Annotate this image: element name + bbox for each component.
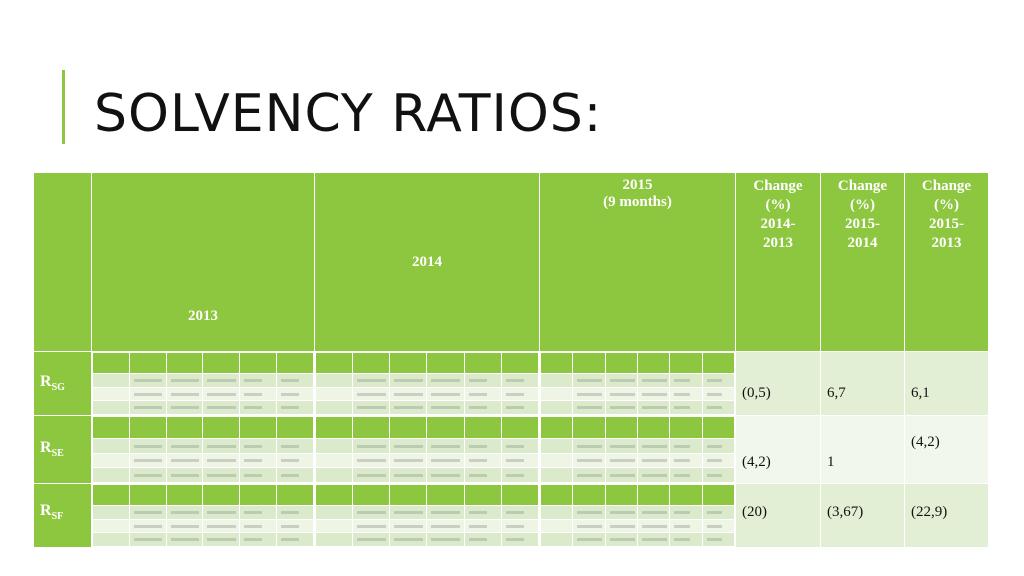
rsg-change-2015-2014: 6,7 <box>820 351 905 416</box>
rse-change-2014-2013: (4,2) <box>735 415 821 484</box>
header-2015-year: 2015 <box>622 177 653 193</box>
solvency-ratios-table: 2013 2014 2015 (9 months) Change (%) 201… <box>33 172 989 548</box>
embedded-table-2015 <box>539 483 736 548</box>
title-accent-bar <box>62 70 65 144</box>
embedded-table-2014 <box>314 415 540 484</box>
header-2013: 2013 <box>91 172 315 352</box>
table-row: RSE (4,2) 1 (4,2) <box>33 415 989 484</box>
row-label-rsf: RSF <box>33 483 92 548</box>
embedded-table-2015 <box>539 415 736 484</box>
header-row: 2013 2014 2015 (9 months) Change (%) 201… <box>33 172 989 352</box>
header-change-2015-2013: Change (%) 2015- 2013 <box>904 172 989 352</box>
header-2014: 2014 <box>314 172 540 352</box>
embedded-table-2014 <box>314 351 540 416</box>
table-row: RSG (0,5) 6,7 6,1 <box>33 351 989 416</box>
embedded-table-2013 <box>91 351 315 416</box>
rsg-change-2015-2013: 6,1 <box>904 351 989 416</box>
rsf-change-2015-2013: (22,9) <box>904 483 989 548</box>
rse-change-2015-2013: (4,2) <box>904 415 989 484</box>
header-2015-note: (9 months) <box>603 194 672 210</box>
header-2015: 2015 (9 months) <box>539 172 736 352</box>
row-label-rsg: RSG <box>33 351 92 416</box>
header-change-2014-2013: Change (%) 2014- 2013 <box>735 172 821 352</box>
rse-change-2015-2014: 1 <box>820 415 905 484</box>
rsg-change-2014-2013: (0,5) <box>735 351 821 416</box>
rsf-change-2014-2013: (20) <box>735 483 821 548</box>
embedded-table-2013 <box>91 483 315 548</box>
rsf-change-2015-2014: (3,67) <box>820 483 905 548</box>
row-label-rse: RSE <box>33 415 92 484</box>
table-row: RSF (20) (3,67) (22,9) <box>33 483 989 548</box>
page-title: SOLVENCY RATIOS: <box>94 84 603 144</box>
embedded-table-2014 <box>314 483 540 548</box>
embedded-table-2015 <box>539 351 736 416</box>
embedded-table-2013 <box>91 415 315 484</box>
header-corner <box>33 172 92 352</box>
header-change-2015-2014: Change (%) 2015- 2014 <box>820 172 905 352</box>
